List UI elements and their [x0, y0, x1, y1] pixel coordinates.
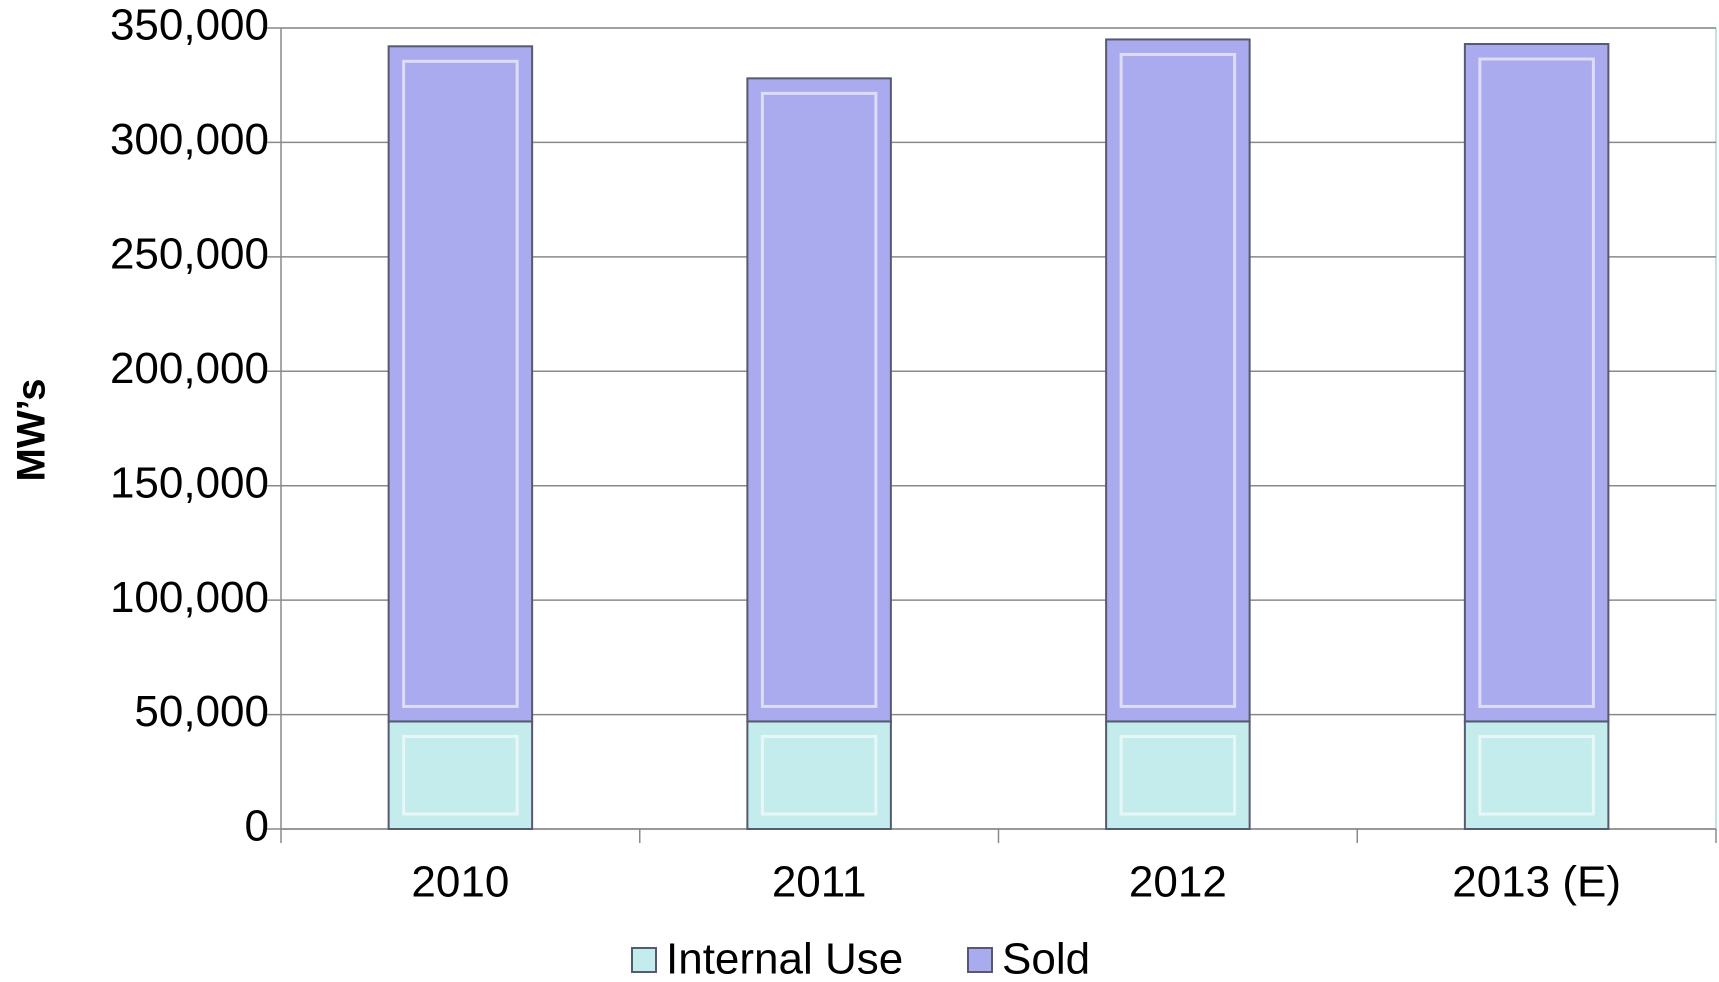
legend-marker — [631, 947, 657, 973]
y-tick-label: 200,000 — [110, 344, 269, 393]
bar-segment — [1463, 720, 1610, 830]
x-tick-label: 2010 — [411, 858, 509, 907]
bar-segment — [746, 720, 892, 830]
bar-bevel — [760, 91, 878, 708]
bar-bevel — [402, 734, 519, 816]
bar-bevel — [402, 59, 519, 708]
bar-segment — [387, 720, 534, 830]
y-tick-label: 250,000 — [110, 229, 269, 278]
y-tick-label: 300,000 — [110, 115, 269, 164]
bar-bevel — [1478, 734, 1595, 816]
bar-bevel — [760, 734, 878, 816]
y-axis-label: MW’s — [10, 379, 54, 482]
bar-bevel — [1119, 734, 1237, 816]
x-tick-label: 2012 — [1129, 858, 1227, 907]
y-tick-label: 100,000 — [110, 573, 269, 622]
x-tick-label: 2011 — [772, 858, 867, 907]
y-tick-label: 0 — [245, 802, 269, 851]
bar-segment — [1105, 38, 1251, 723]
y-tick-label: 150,000 — [110, 458, 269, 507]
y-tick-label: 50,000 — [134, 687, 269, 736]
legend-marker — [967, 947, 993, 973]
bar-segment — [746, 77, 892, 723]
bar-bevel — [1119, 52, 1237, 708]
bar-segment — [1105, 720, 1251, 830]
legend-label: Sold — [1002, 935, 1090, 982]
legend-label: Internal Use — [666, 935, 903, 982]
y-tick-label: 350,000 — [110, 1, 269, 50]
bar-segment — [387, 45, 534, 723]
bar-segment — [1463, 43, 1610, 723]
bar-bevel — [1478, 57, 1595, 708]
x-tick-label: 2013 (E) — [1452, 858, 1621, 907]
